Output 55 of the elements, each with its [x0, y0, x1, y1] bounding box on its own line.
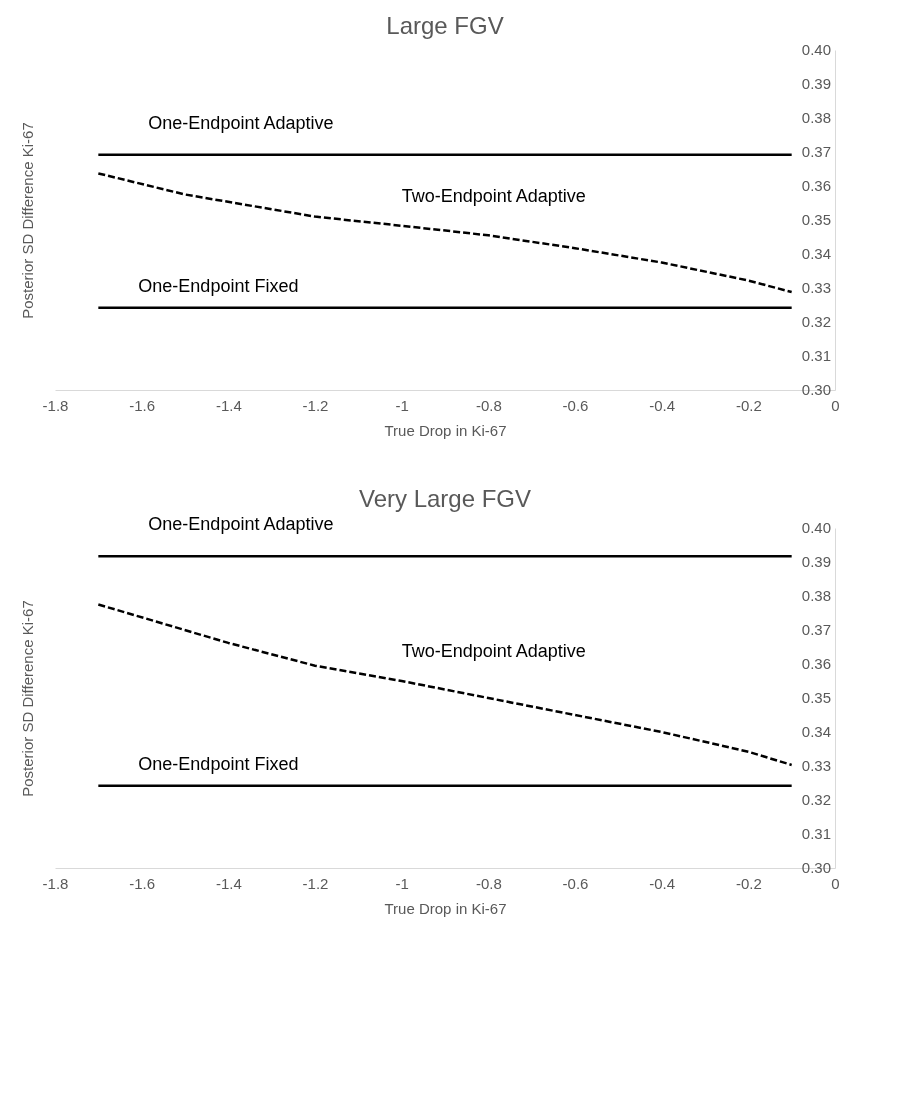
- x-tick-label: -0.6: [562, 396, 589, 414]
- y-tick-label: 0.35: [801, 689, 831, 706]
- series-label: One-Endpoint Fixed: [138, 753, 299, 774]
- x-axis-title: True Drop in Ki-67: [384, 899, 507, 917]
- x-tick-label: -0.6: [562, 874, 589, 892]
- series-label: One-Endpoint Adaptive: [148, 112, 334, 133]
- x-tick-label: -1: [395, 396, 409, 414]
- x-tick-label: -1.4: [215, 396, 242, 414]
- x-tick-label: -1.6: [129, 396, 156, 414]
- y-axis-title: Posterior SD Difference Ki-67: [18, 600, 36, 797]
- x-tick-label: -1.6: [129, 874, 156, 892]
- y-tick-label: 0.32: [801, 313, 831, 330]
- y-tick-label: 0.31: [801, 825, 831, 842]
- y-tick-label: 0.30: [801, 859, 831, 876]
- x-tick-label: -0.4: [649, 874, 676, 892]
- y-tick-label: 0.39: [801, 553, 831, 570]
- x-tick-label: -1.2: [302, 874, 329, 892]
- x-tick-label: -0.2: [735, 396, 762, 414]
- x-tick-label: 0: [831, 874, 840, 892]
- x-tick-label: -1.8: [42, 874, 69, 892]
- series-label: Two-Endpoint Adaptive: [401, 185, 586, 206]
- x-tick-label: -1.2: [302, 396, 329, 414]
- y-tick-label: 0.40: [801, 519, 831, 536]
- series-label: Two-Endpoint Adaptive: [401, 641, 586, 661]
- x-axis-title: True Drop in Ki-67: [384, 421, 507, 439]
- x-tick-label: -0.4: [649, 396, 676, 414]
- y-tick-label: 0.37: [801, 621, 831, 638]
- x-tick-label: -1: [395, 874, 409, 892]
- x-tick-label: -0.2: [735, 874, 762, 892]
- y-tick-label: 0.37: [801, 143, 831, 160]
- y-axis-title: Posterior SD Difference Ki-67: [18, 122, 36, 319]
- y-tick-label: 0.38: [801, 587, 831, 604]
- y-tick-label: 0.32: [801, 791, 831, 808]
- x-tick-label: -0.8: [475, 874, 502, 892]
- series-label: One-Endpoint Fixed: [138, 275, 299, 296]
- y-tick-label: 0.30: [801, 381, 831, 398]
- chart-title: Large FGV: [386, 12, 504, 39]
- y-tick-label: 0.33: [801, 279, 831, 296]
- y-tick-label: 0.35: [801, 211, 831, 228]
- y-tick-label: 0.40: [801, 41, 831, 58]
- x-tick-label: -1.8: [42, 396, 69, 414]
- chart-title: Very Large FGV: [358, 485, 532, 513]
- y-tick-label: 0.34: [801, 723, 831, 740]
- y-tick-label: 0.33: [801, 757, 831, 774]
- x-tick-label: 0: [831, 396, 840, 414]
- y-tick-label: 0.34: [801, 245, 831, 262]
- y-tick-label: 0.38: [801, 109, 831, 126]
- y-tick-label: 0.39: [801, 75, 831, 92]
- y-tick-label: 0.31: [801, 347, 831, 364]
- x-tick-label: -0.8: [475, 396, 502, 414]
- series-label: One-Endpoint Adaptive: [148, 514, 334, 535]
- y-tick-label: 0.36: [801, 655, 831, 672]
- y-tick-label: 0.36: [801, 177, 831, 194]
- x-tick-label: -1.4: [215, 874, 242, 892]
- line-series: [97, 172, 793, 294]
